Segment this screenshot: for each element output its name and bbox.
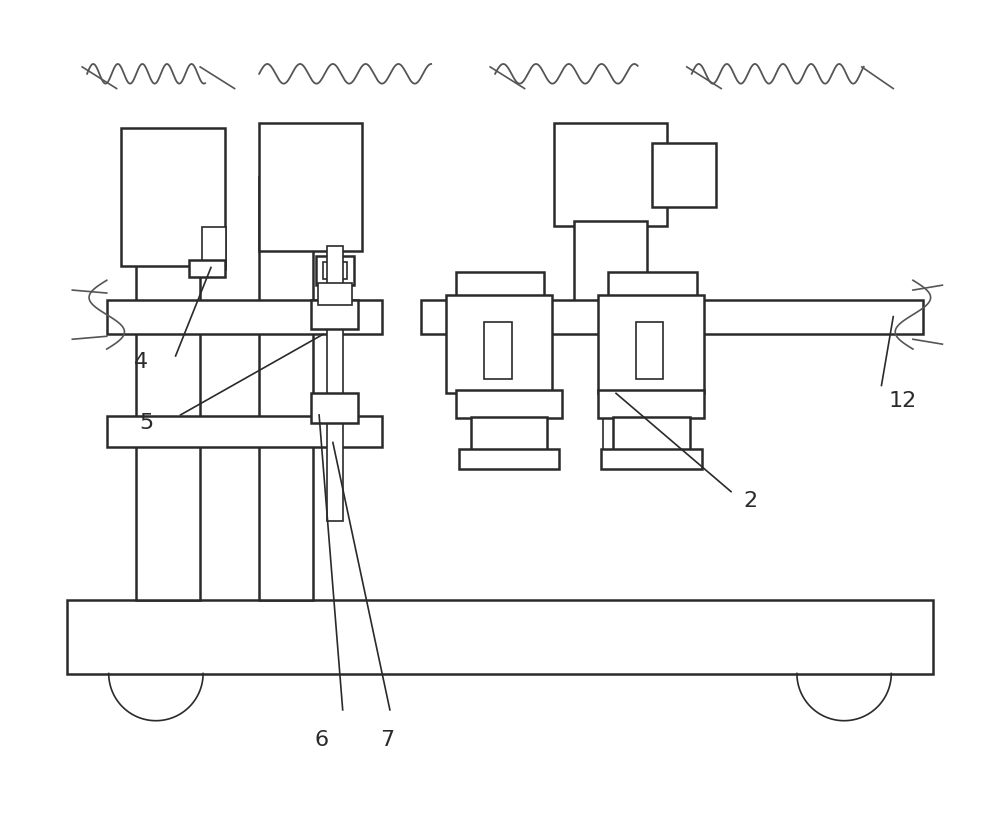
Bar: [259, 123, 362, 251]
Bar: [598, 390, 704, 418]
Text: 12: 12: [888, 391, 917, 412]
Bar: [121, 128, 225, 266]
Bar: [484, 322, 512, 379]
Bar: [456, 272, 544, 300]
Bar: [318, 283, 352, 305]
Bar: [311, 393, 358, 423]
Text: 6: 6: [314, 729, 328, 750]
Bar: [327, 246, 343, 521]
Bar: [601, 449, 702, 469]
Bar: [652, 142, 716, 207]
Bar: [613, 417, 690, 453]
Bar: [459, 449, 559, 469]
Bar: [311, 300, 358, 329]
Bar: [456, 390, 562, 418]
Bar: [202, 227, 226, 271]
Bar: [421, 300, 923, 334]
Bar: [107, 416, 382, 448]
Text: 5: 5: [140, 413, 154, 433]
Bar: [471, 417, 547, 453]
Bar: [259, 177, 313, 600]
Bar: [67, 600, 933, 673]
Bar: [316, 256, 354, 285]
Text: 4: 4: [134, 352, 148, 372]
Bar: [136, 177, 200, 600]
Bar: [598, 295, 704, 393]
Bar: [446, 295, 552, 393]
Bar: [323, 262, 347, 279]
Bar: [608, 272, 697, 300]
Bar: [636, 322, 663, 379]
Bar: [574, 221, 647, 314]
Text: 2: 2: [744, 491, 758, 511]
Bar: [554, 123, 667, 226]
Text: 7: 7: [380, 729, 394, 750]
Bar: [189, 259, 225, 277]
Bar: [107, 300, 382, 334]
